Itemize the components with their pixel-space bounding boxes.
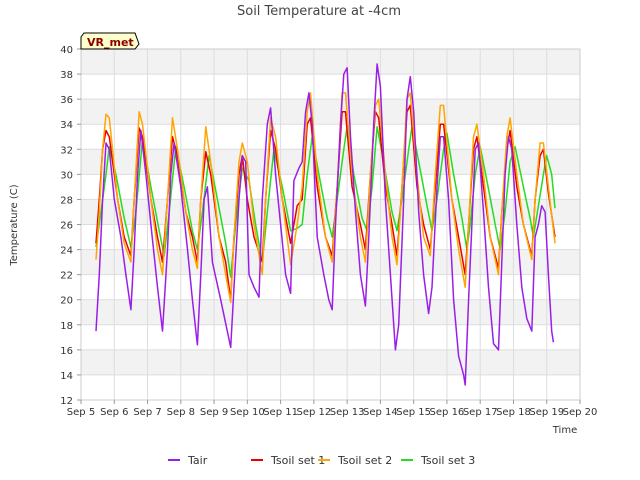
legend-label: Tsoil set 1 [270,454,325,467]
x-tick-label: Sep 9 [200,407,228,418]
y-tick-label: 22 [60,271,73,282]
legend: Tair Tsoil set 1 Tsoil set 2 Tsoil set 3 [168,454,475,467]
site-label: VR_met [87,36,134,49]
x-tick-label: Sep 10 [230,407,265,418]
x-tick-label: Sep 16 [430,407,465,418]
x-axis-label: Time [552,425,577,436]
legend-label: Tsoil set 2 [337,454,392,467]
y-tick-label: 28 [60,195,73,206]
y-axis-ticks: 12 14 16 18 20 22 24 26 28 30 32 34 36 38 40 [60,45,81,407]
x-tick-label: Sep 6 [100,407,128,418]
series-line-tair [95,63,555,386]
y-tick-label: 36 [60,95,73,106]
plot-bands [81,49,580,375]
grid-band [81,99,580,125]
x-tick-label: Sep 8 [167,407,195,418]
grid-band [81,349,580,375]
grid-band [81,49,580,75]
x-tick-label: Sep 11 [263,407,298,418]
y-tick-label: 18 [60,321,73,332]
legend-label: Tsoil set 3 [420,454,475,467]
site-label-box: VR_met [80,32,140,50]
x-tick-label: Sep 12 [296,407,331,418]
x-tick-label: Sep 17 [463,407,498,418]
x-tick-label: Sep 19 [529,407,564,418]
x-tick-label: Sep 15 [396,407,431,418]
y-tick-label: 40 [60,45,73,56]
series-lines [95,63,556,386]
y-axis-label: Temperature (C) [9,184,20,266]
y-tick-label: 24 [60,246,73,257]
y-tick-label: 12 [60,396,73,407]
y-tick-label: 20 [60,296,73,307]
y-tick-label: 26 [60,221,73,232]
y-tick-label: 14 [60,371,73,382]
y-tick-label: 38 [60,70,73,81]
series-line-tsoil-set-3 [95,125,556,278]
y-tick-label: 16 [60,346,73,357]
y-tick-label: 32 [60,145,73,156]
x-tick-label: Sep 7 [133,407,161,418]
x-tick-label: Sep 20 [563,407,598,418]
gridlines [80,48,581,401]
grid-band [81,149,580,175]
legend-label: Tair [187,454,208,467]
x-tick-label: Sep 18 [496,407,531,418]
grid-band [81,199,580,225]
x-tick-label: Sep 5 [67,407,95,418]
x-tick-label: Sep 13 [330,407,365,418]
y-tick-label: 34 [60,120,73,131]
x-tick-label: Sep 14 [363,407,398,418]
site-label-tag-shape [80,32,140,50]
y-tick-label: 30 [60,170,73,181]
series-line-tsoil-set-2 [95,92,556,303]
chart-title: Soil Temperature at -4cm [237,4,401,19]
